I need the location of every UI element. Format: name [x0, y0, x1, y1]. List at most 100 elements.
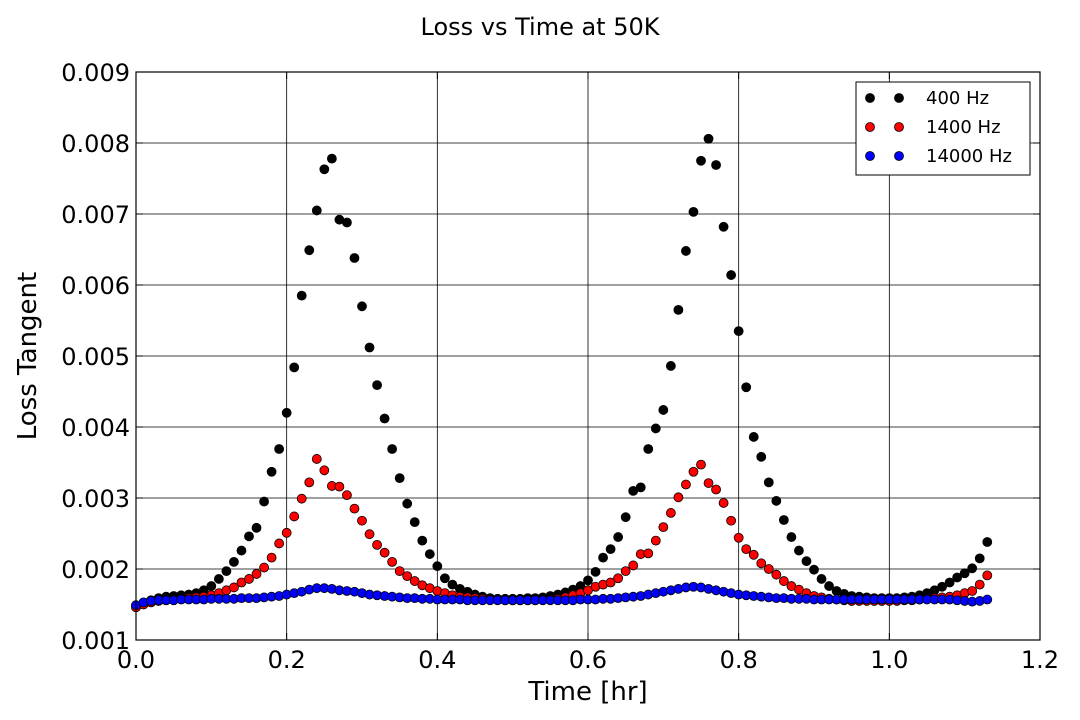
data-point — [959, 568, 970, 579]
data-point — [349, 253, 360, 263]
data-point — [432, 561, 443, 572]
data-point — [658, 522, 669, 533]
legend-marker — [865, 151, 875, 161]
y-axis: 0.001 0.002 0.003 0.004 0.005 0.006 0.007 0.008… — [61, 59, 1040, 655]
data-point — [726, 515, 737, 526]
data-point — [319, 164, 330, 175]
legend-marker — [865, 93, 875, 103]
data-point — [281, 407, 292, 418]
data-point — [982, 594, 993, 605]
data-point — [379, 547, 390, 558]
x-tick-label: 0.2 — [268, 646, 306, 674]
data-point — [613, 573, 624, 584]
legend-marker — [894, 122, 904, 132]
data-point — [620, 512, 631, 523]
data-point — [319, 465, 330, 476]
data-point — [221, 566, 232, 577]
data-point — [251, 569, 262, 579]
data-point — [251, 522, 262, 533]
legend: 400 Hz 1400 Hz 14000 Hz — [855, 81, 1031, 176]
data-point — [364, 529, 375, 540]
grid-lines — [136, 72, 1040, 640]
data-point — [665, 508, 676, 518]
data-point — [816, 574, 827, 584]
legend-label: 400 Hz — [926, 88, 989, 109]
data-point — [266, 466, 277, 477]
data-point — [711, 484, 721, 495]
data-point — [364, 342, 375, 353]
data-point — [394, 473, 405, 484]
data-point — [289, 362, 300, 373]
data-point — [274, 538, 285, 549]
y-tick-label: 0.002 — [61, 556, 130, 584]
x-axis-label: Time [hr] — [527, 677, 647, 707]
data-point — [417, 535, 428, 546]
series-1 — [131, 454, 993, 613]
data-point — [756, 558, 767, 569]
legend-marker — [894, 93, 904, 103]
data-point — [824, 581, 834, 591]
y-axis-label: Loss Tangent — [13, 272, 43, 440]
data-point — [387, 557, 398, 567]
x-tick-label: 0.6 — [569, 646, 607, 674]
data-point — [281, 527, 292, 538]
x-tick-label: 1.2 — [1021, 646, 1059, 674]
data-point — [213, 574, 224, 584]
data-point — [763, 564, 774, 574]
data-point — [794, 545, 804, 556]
data-point — [937, 581, 947, 592]
legend-label: 14000 Hz — [926, 146, 1012, 167]
data-point — [424, 549, 435, 559]
data-point — [786, 532, 797, 542]
data-point — [681, 246, 691, 256]
y-tick-label: 0.009 — [61, 59, 130, 87]
data-point — [206, 581, 217, 591]
data-point — [349, 503, 360, 514]
data-point — [402, 498, 413, 509]
data-point — [650, 535, 661, 546]
data-point — [357, 515, 367, 526]
data-point — [703, 133, 714, 144]
data-point — [748, 432, 759, 442]
data-point — [771, 495, 782, 506]
data-point — [304, 245, 315, 256]
data-point — [439, 573, 450, 584]
data-point — [967, 586, 978, 596]
y-tick-label: 0.007 — [61, 201, 130, 229]
data-point — [944, 577, 955, 588]
data-point — [673, 492, 684, 503]
data-point — [763, 477, 774, 488]
legend-marker — [865, 122, 875, 132]
data-point — [342, 490, 352, 501]
data-point — [244, 531, 254, 542]
data-point — [711, 160, 721, 170]
data-point — [952, 572, 963, 583]
legend-label: 1400 Hz — [926, 117, 1001, 138]
data-point — [741, 544, 752, 555]
data-point — [229, 557, 239, 567]
data-point — [967, 563, 978, 574]
data-point — [650, 423, 661, 434]
data-points — [131, 133, 993, 613]
data-point — [665, 361, 676, 371]
y-tick-label: 0.006 — [61, 272, 130, 300]
data-point — [635, 482, 646, 493]
data-point — [688, 206, 699, 217]
data-point — [274, 444, 285, 454]
x-axis: 0.0 0.2 0.4 0.6 0.8 1.0 1.2 — [117, 72, 1059, 674]
legend-marker — [894, 151, 904, 161]
data-point — [289, 511, 300, 522]
data-point — [229, 582, 239, 593]
data-point — [696, 459, 706, 470]
data-point — [620, 566, 631, 577]
data-point — [809, 564, 819, 575]
data-point — [982, 537, 993, 547]
y-tick-label: 0.008 — [61, 130, 130, 158]
data-point — [778, 576, 789, 586]
data-point — [372, 380, 382, 391]
data-point — [658, 405, 669, 415]
x-tick-label: 0.8 — [720, 646, 758, 674]
data-point — [394, 566, 405, 577]
data-point — [409, 576, 420, 586]
